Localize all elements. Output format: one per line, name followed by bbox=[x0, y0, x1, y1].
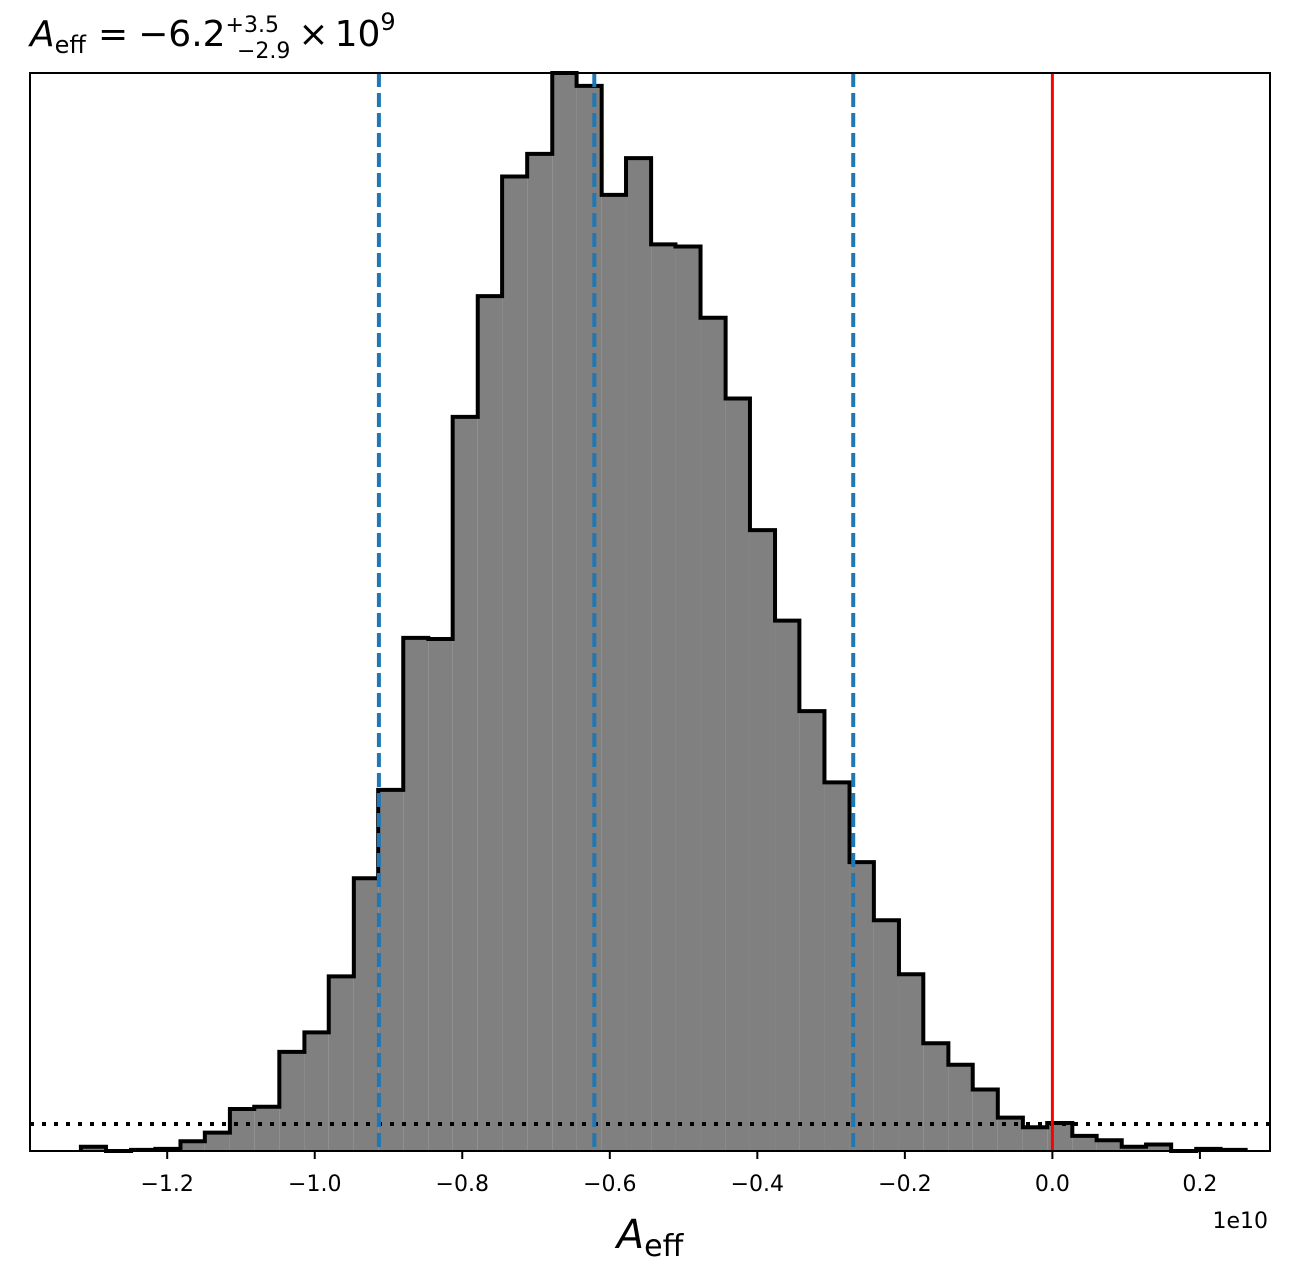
title-base: 10 bbox=[335, 14, 381, 55]
x-axis-label: Aeff bbox=[614, 1212, 685, 1264]
histogram-bar bbox=[1022, 1127, 1048, 1151]
histogram-bar bbox=[452, 416, 478, 1152]
histogram-bar bbox=[898, 974, 924, 1151]
histogram-bar bbox=[1072, 1135, 1097, 1151]
histogram-bar bbox=[229, 1108, 255, 1151]
histogram-bar bbox=[552, 73, 577, 1151]
histogram-bar bbox=[972, 1089, 998, 1151]
x-axis-offset-label: 1e10 bbox=[1212, 1209, 1268, 1234]
histogram-bar bbox=[749, 530, 776, 1151]
title-symbol: A bbox=[28, 14, 55, 55]
histogram-bar bbox=[824, 782, 850, 1151]
histogram-bar bbox=[923, 1043, 949, 1151]
chart-title: Aeff = −6.2+3.5 −2.9 × 109 bbox=[28, 8, 396, 64]
histogram-bar bbox=[799, 711, 825, 1151]
histogram-bar bbox=[428, 638, 453, 1151]
histogram-bar bbox=[601, 194, 627, 1152]
histogram-bar bbox=[328, 976, 354, 1151]
histogram-bar bbox=[651, 244, 676, 1152]
histogram-bar bbox=[775, 620, 800, 1151]
title-symbol-subscript: eff bbox=[55, 31, 87, 59]
histogram-bar bbox=[1146, 1144, 1172, 1151]
histogram-bar bbox=[873, 920, 899, 1151]
x-axis-ticks: −1.2 −1.0 −0.8 −0.6 −0.4 −0.2 0.0 0.2 bbox=[140, 1151, 1217, 1197]
histogram-bar bbox=[180, 1141, 205, 1151]
plot-area bbox=[30, 71, 1270, 1153]
histogram-bar bbox=[700, 317, 726, 1151]
histogram-bar bbox=[626, 158, 652, 1152]
x-tick-label: −1.0 bbox=[288, 1172, 341, 1197]
histogram-bar bbox=[403, 637, 429, 1151]
x-tick-label: −0.6 bbox=[583, 1172, 636, 1197]
x-axis-label-subscript: eff bbox=[644, 1229, 684, 1264]
axes-frame bbox=[29, 72, 1271, 1152]
x-tick-label: 0.0 bbox=[1035, 1172, 1070, 1197]
title-times: × bbox=[298, 14, 328, 55]
histogram-bar bbox=[254, 1106, 280, 1151]
histogram-bar bbox=[477, 296, 503, 1151]
title-exponent: 9 bbox=[380, 8, 395, 36]
histogram-bar bbox=[279, 1051, 305, 1151]
histogram-bar bbox=[304, 1032, 329, 1151]
histogram-bar bbox=[1121, 1146, 1147, 1151]
histogram-bar bbox=[576, 85, 602, 1151]
x-tick-label: −0.2 bbox=[878, 1172, 931, 1197]
x-tick-label: −0.4 bbox=[731, 1172, 784, 1197]
x-tick-label: 0.2 bbox=[1182, 1172, 1217, 1197]
title-value: −6.2 bbox=[138, 14, 225, 55]
histogram-bar bbox=[80, 1146, 106, 1151]
histogram-bar bbox=[204, 1132, 230, 1151]
histogram-bar bbox=[997, 1117, 1023, 1151]
histogram-bar bbox=[725, 398, 750, 1151]
histogram-bar bbox=[675, 246, 701, 1152]
histogram-bar bbox=[502, 176, 528, 1151]
x-tick-label: −1.2 bbox=[140, 1172, 193, 1197]
histogram-bar bbox=[527, 153, 553, 1152]
histogram-bar bbox=[948, 1064, 973, 1151]
title-err-plus: +3.5 bbox=[226, 13, 279, 38]
histogram-bar bbox=[378, 789, 404, 1151]
title-equals: = bbox=[98, 14, 128, 55]
histogram-bar bbox=[1096, 1140, 1122, 1151]
x-axis-label-symbol: A bbox=[614, 1212, 644, 1258]
histogram-bar bbox=[353, 878, 379, 1151]
title-err-minus: −2.9 bbox=[237, 39, 290, 64]
x-tick-label: −0.8 bbox=[436, 1172, 489, 1197]
